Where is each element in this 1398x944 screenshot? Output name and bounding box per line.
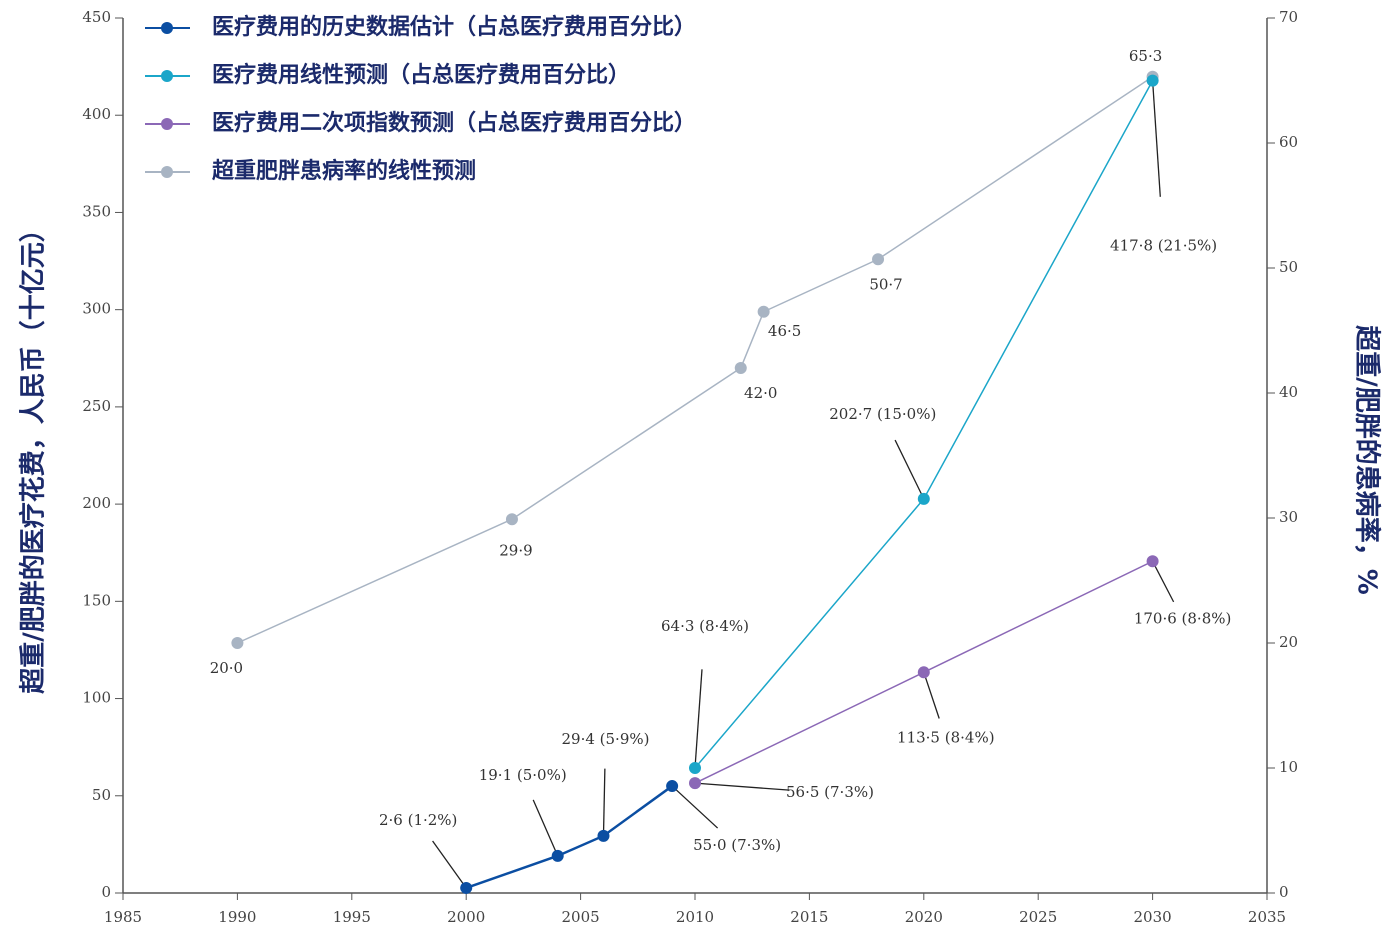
point <box>917 492 930 505</box>
leader-line <box>1151 80 1161 197</box>
value-label: 65·3 <box>1129 47 1162 65</box>
value-label: 55·0 (7·3%) <box>693 836 781 854</box>
y2-tick-label: 50 <box>1279 258 1298 276</box>
point <box>597 829 610 842</box>
leader-line <box>923 672 940 719</box>
leader-line <box>671 785 719 829</box>
series-line <box>465 785 673 890</box>
y2-tick-label: 60 <box>1279 133 1298 151</box>
point <box>231 637 244 649</box>
leader-line <box>694 782 790 791</box>
legend-marker <box>161 118 173 130</box>
value-label: 2·6 (1·2%) <box>379 811 457 829</box>
point <box>1146 74 1159 87</box>
point <box>689 777 701 790</box>
value-label: 417·8 (21·5%) <box>1110 237 1217 255</box>
y-tick-label: 150 <box>82 591 111 609</box>
value-label: 56·5 (7·3%) <box>786 783 874 801</box>
value-label: 113·5 (8·4%) <box>897 728 995 746</box>
legend-marker <box>161 22 173 34</box>
point <box>734 362 747 374</box>
y-tick-label: 50 <box>92 786 111 804</box>
value-label: 202·7 (15·0%) <box>829 405 936 423</box>
y2-tick-label: 20 <box>1279 633 1298 651</box>
leader-line <box>532 799 559 857</box>
point <box>689 761 701 774</box>
y-tick-label: 200 <box>82 494 111 512</box>
y-tick-label: 300 <box>82 300 111 318</box>
x-tick-label: 2000 <box>447 908 485 926</box>
point <box>917 666 930 679</box>
point <box>460 881 473 894</box>
value-label: 29·9 <box>499 541 532 559</box>
leader-line <box>602 768 606 836</box>
series-line <box>237 76 1154 644</box>
point <box>1146 555 1159 568</box>
x-tick-label: 1985 <box>104 908 142 926</box>
x-tick-label: 1990 <box>218 908 256 926</box>
y2-tick-label: 0 <box>1279 883 1289 901</box>
value-label: 19·1 (5·0%) <box>479 766 567 784</box>
y2-tick-label: 40 <box>1279 383 1298 401</box>
x-tick-label: 2025 <box>1019 908 1057 926</box>
value-label: 20·0 <box>210 659 243 677</box>
leader-line <box>694 669 703 769</box>
value-label: 50·7 <box>869 275 902 293</box>
y2-axis-label: 超重/肥胖的患病率，% <box>1352 325 1383 595</box>
y2-tick-label: 70 <box>1279 8 1298 26</box>
value-label: 64·3 (8·4%) <box>661 617 749 635</box>
y-tick-label: 450 <box>82 8 111 26</box>
point <box>666 780 679 793</box>
legend-label: 医疗费用二次项指数预测（占总医疗费用百分比） <box>212 110 696 136</box>
point <box>551 849 564 862</box>
x-tick-label: 2030 <box>1134 908 1172 926</box>
legend-label: 超重肥胖患病率的线性预测 <box>212 158 476 184</box>
y-tick-label: 100 <box>82 689 111 707</box>
y-tick-label: 350 <box>82 202 111 220</box>
y2-tick-label: 10 <box>1279 758 1298 776</box>
point <box>757 305 770 318</box>
point <box>872 253 885 266</box>
value-label: 170·6 (8·8%) <box>1134 609 1232 627</box>
value-label: 46·5 <box>768 322 801 340</box>
leader-line <box>1152 560 1175 603</box>
series-line <box>694 80 1154 769</box>
x-tick-label: 2010 <box>676 908 714 926</box>
x-tick-label: 1995 <box>333 908 371 926</box>
y-tick-label: 0 <box>101 883 111 901</box>
y-tick-label: 400 <box>82 105 111 123</box>
x-tick-label: 2005 <box>562 908 600 926</box>
point <box>505 513 518 526</box>
value-label: 29·4 (5·9%) <box>561 730 649 748</box>
y-axis-label: 超重/肥胖的医疗花费，人民币（十亿元） <box>18 216 49 694</box>
leader-line <box>894 439 925 500</box>
x-tick-label: 2015 <box>790 908 828 926</box>
x-tick-label: 2020 <box>905 908 943 926</box>
legend-label: 医疗费用的历史数据估计（占总医疗费用百分比） <box>212 14 696 40</box>
y-tick-label: 250 <box>82 397 111 415</box>
y2-tick-label: 30 <box>1279 508 1298 526</box>
legend-label: 医疗费用线性预测（占总医疗费用百分比） <box>212 62 630 88</box>
x-tick-label: 2035 <box>1248 908 1286 926</box>
legend-marker <box>161 166 173 178</box>
leader-line <box>432 840 467 889</box>
legend-marker <box>161 70 173 82</box>
value-label: 42·0 <box>744 384 777 402</box>
